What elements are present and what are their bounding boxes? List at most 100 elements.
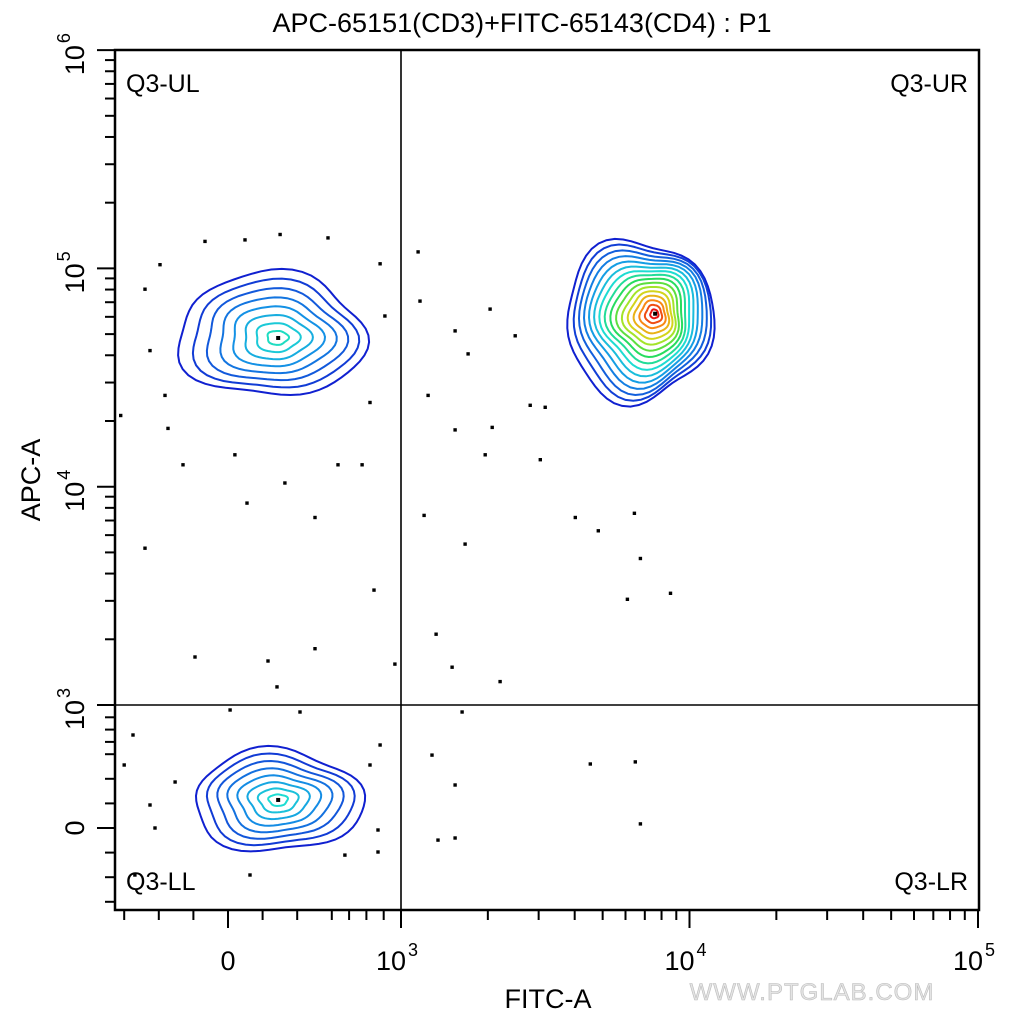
contour-ur-level-3 xyxy=(577,249,708,397)
data-point xyxy=(573,515,577,520)
watermark: WWW.PTGLAB.COM xyxy=(690,979,935,1006)
y-tick-label: 0 xyxy=(60,820,90,835)
data-point xyxy=(483,453,487,457)
contour-ur-level-14 xyxy=(638,299,667,330)
data-point xyxy=(133,873,137,877)
contour-ul-level-1 xyxy=(177,267,371,397)
data-point xyxy=(313,647,317,651)
data-point xyxy=(588,762,592,766)
data-point xyxy=(453,329,457,333)
plot-frame xyxy=(113,48,981,912)
contour-ur-level-12 xyxy=(626,290,674,340)
data-point xyxy=(193,655,197,659)
quadrant-label-ul: Q3-UL xyxy=(126,70,200,98)
contours xyxy=(177,237,716,853)
data-point xyxy=(248,873,252,877)
y-tick-label: 105 xyxy=(54,251,90,293)
data-point xyxy=(633,760,637,764)
chart-title: APC-65151(CD3)+FITC-65143(CD4) : P1 xyxy=(273,8,772,38)
x-tick-label-exponent: 5 xyxy=(985,940,995,960)
contour-peak-ll xyxy=(276,797,281,802)
data-point xyxy=(378,262,382,266)
data-point xyxy=(233,453,237,457)
data-point xyxy=(131,733,135,737)
y-tick-label-text: 10 xyxy=(60,700,90,730)
outlier-points xyxy=(119,232,673,877)
contour-ll-level-7 xyxy=(256,787,300,814)
contour-ur-level-15 xyxy=(643,303,664,325)
x-axis-label: FITC-A xyxy=(505,984,592,1014)
contour-ll-level-3 xyxy=(216,759,345,840)
contour-ul-level-3 xyxy=(205,287,350,382)
contour-ul-level-8 xyxy=(266,330,290,346)
data-point xyxy=(466,352,470,356)
data-point xyxy=(538,458,542,462)
data-point xyxy=(638,556,643,561)
data-point xyxy=(278,232,282,237)
data-point xyxy=(463,542,467,546)
quadrant-label-ur: Q3-UR xyxy=(890,70,968,98)
data-point xyxy=(638,822,643,826)
data-point xyxy=(143,546,147,550)
data-point xyxy=(143,287,147,291)
data-point xyxy=(181,463,185,467)
data-point xyxy=(488,307,492,311)
contour-ll-level-2 xyxy=(205,752,356,847)
data-point xyxy=(148,348,152,353)
contour-ur-level-16 xyxy=(649,308,660,320)
x-tick-label-exponent: 4 xyxy=(697,940,707,960)
axis-ticks xyxy=(97,49,979,928)
contour-ul-level-4 xyxy=(219,296,338,375)
y-axis-label: APC-A xyxy=(16,439,46,522)
data-point xyxy=(393,662,397,666)
data-point xyxy=(426,393,430,398)
data-point xyxy=(313,515,317,520)
data-point xyxy=(245,501,249,505)
contour-ur-level-4 xyxy=(582,255,704,390)
contour-ur-level-1 xyxy=(566,237,716,408)
data-point xyxy=(416,250,420,254)
contour-ll-level-4 xyxy=(226,767,334,834)
data-point xyxy=(436,838,440,842)
data-point xyxy=(450,665,454,669)
data-point xyxy=(453,783,457,787)
data-point xyxy=(158,263,162,267)
x-tick-label-exponent: 3 xyxy=(408,940,418,960)
data-point xyxy=(243,238,247,242)
data-point xyxy=(153,826,157,830)
contour-ur-level-10 xyxy=(615,281,680,352)
quadrant-label-ll: Q3-LL xyxy=(126,868,196,896)
data-point xyxy=(266,659,270,663)
data-point xyxy=(434,632,438,636)
contour-ll-level-6 xyxy=(246,781,311,821)
data-point xyxy=(368,400,372,405)
x-tick-label: 10 xyxy=(953,946,983,976)
data-point xyxy=(430,753,434,757)
data-point xyxy=(343,853,347,857)
contour-ul-level-7 xyxy=(255,322,302,354)
data-point xyxy=(368,763,372,767)
contour-ur-level-2 xyxy=(572,243,713,402)
y-tick-label: 103 xyxy=(54,688,90,730)
contour-ul-level-5 xyxy=(232,305,327,368)
y-tick-label-exponent: 6 xyxy=(54,33,74,43)
data-point xyxy=(528,403,532,407)
contour-ur-level-9 xyxy=(609,277,684,359)
data-point xyxy=(378,743,382,747)
data-point xyxy=(148,803,152,807)
y-tick-label-text: 10 xyxy=(60,45,90,75)
contour-ll-level-8 xyxy=(267,793,290,808)
data-point xyxy=(498,679,502,684)
data-point xyxy=(543,405,547,409)
data-point xyxy=(625,597,630,601)
quadrant-label-lr: Q3-LR xyxy=(894,868,968,896)
data-point xyxy=(163,393,167,398)
y-tick-label: 104 xyxy=(54,470,90,512)
data-point xyxy=(596,529,600,533)
contour-ll-level-1 xyxy=(194,744,367,853)
y-tick-label-text: 0 xyxy=(60,820,90,835)
contour-ur-level-6 xyxy=(593,265,695,378)
